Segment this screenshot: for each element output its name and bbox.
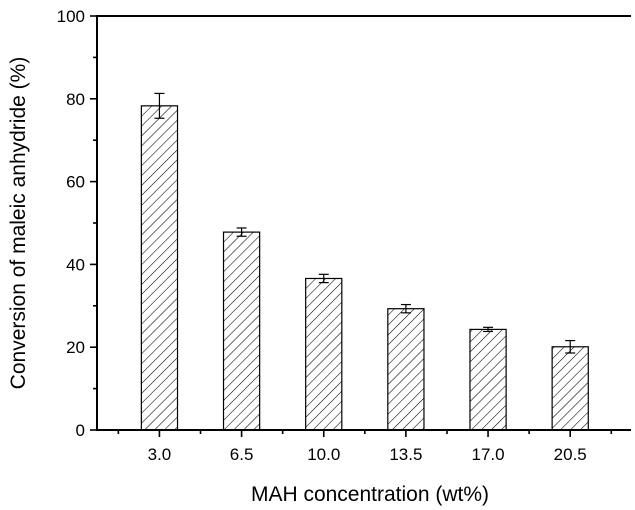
x-tick-label: 10.0 bbox=[307, 445, 340, 464]
y-axis-title: Conversion of maleic anhydride (%) bbox=[7, 57, 30, 390]
bar-17.0 bbox=[469, 328, 507, 431]
x-tick-label: 6.5 bbox=[230, 445, 254, 464]
x-tick-label: 17.0 bbox=[472, 445, 505, 464]
y-tick-label: 80 bbox=[66, 90, 85, 109]
y-tick-label: 0 bbox=[76, 421, 85, 440]
y-tick-label: 20 bbox=[66, 338, 85, 357]
bar-6.5 bbox=[222, 231, 261, 431]
plot-area: 0 20 40 60 80 100 3.0 6.5 10.0 13.5 17.0 20.5 bbox=[57, 7, 631, 464]
y-tick-label: 60 bbox=[66, 173, 85, 192]
bar-3.0 bbox=[140, 105, 179, 431]
bar-10.0 bbox=[305, 277, 343, 431]
x-tick-label: 13.5 bbox=[389, 445, 422, 464]
x-axis-title: MAH concentration (wt%) bbox=[251, 483, 489, 506]
x-tick-label: 3.0 bbox=[148, 445, 172, 464]
y-tick-label: 40 bbox=[66, 255, 85, 274]
x-tick-label: 20.5 bbox=[554, 445, 587, 464]
bar-20.5 bbox=[551, 346, 589, 431]
y-tick-label: 100 bbox=[57, 7, 85, 26]
bar-13.5 bbox=[387, 308, 425, 431]
